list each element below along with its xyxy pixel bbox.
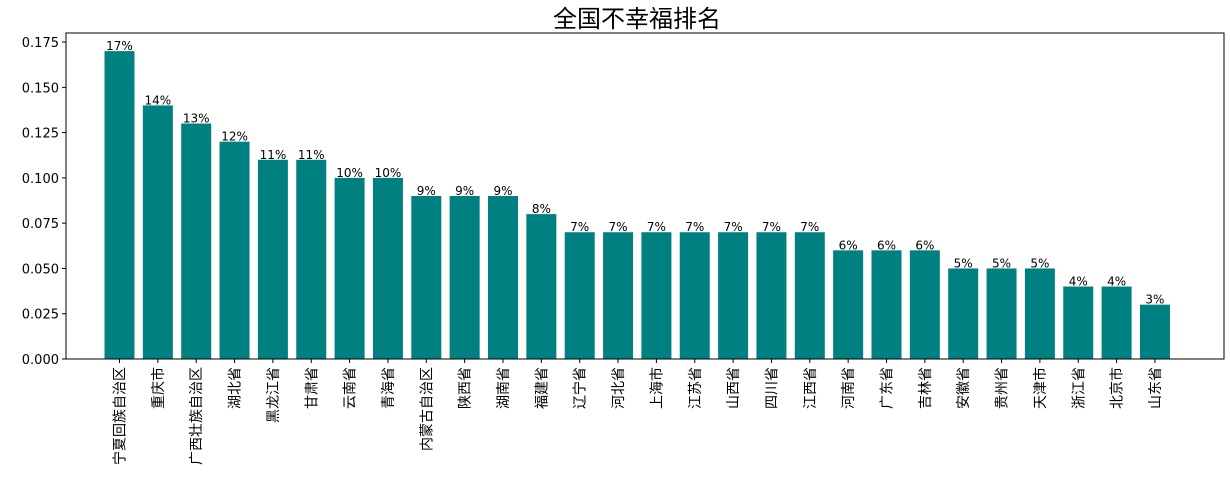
bar-value-label: 4% [1069,275,1088,289]
x-category-label: 内蒙古自治区 [419,367,435,451]
bar-value-label: 6% [915,238,934,252]
y-axis: 0.000 0.025 0.050 0.075 0.100 0.125 0.150 0.175 [22,36,66,368]
bar [679,232,710,359]
bar [1101,286,1132,359]
bar [372,177,403,359]
bar-value-label: 14% [145,93,172,107]
bar [334,177,365,359]
x-category-label: 江苏省 [688,367,704,409]
x-category-label: 安徽省 [956,367,972,409]
x-category-label: 浙江省 [1071,367,1087,409]
x-category-label: 四川省 [764,367,780,409]
bar-value-label: 11% [260,148,287,162]
bar [603,232,634,359]
data-labels-group: 17% 14% 13% 12% 11% 11% 10% 10% 9% 9% 9% 8% 7% 7% 7% 7%… [106,39,1164,307]
bar-value-label: 12% [221,130,248,144]
bar [219,141,250,359]
bar-value-label: 7% [762,220,781,234]
chart-title: 全国不幸福排名 [553,5,721,33]
y-tick-label: 0.175 [22,36,59,51]
y-tick-label: 0.150 [22,81,59,96]
x-category-label: 吉林省 [918,367,934,409]
y-tick-label: 0.125 [22,127,59,142]
bar-value-label: 9% [417,184,436,198]
bar-value-label: 7% [647,220,666,234]
bar-value-label: 7% [609,220,628,234]
x-category-label: 黑龙江省 [266,367,282,423]
bar [142,105,173,359]
bar-value-label: 9% [455,184,474,198]
x-category-label: 甘肃省 [304,367,320,409]
x-category-label: 重庆市 [150,367,167,409]
bar-value-label: 7% [685,220,704,234]
bar-value-label: 17% [106,39,133,53]
x-category-label: 宁夏回族自治区 [112,367,129,465]
bar [449,196,480,359]
bar [488,196,518,359]
x-category-label: 云南省 [343,367,359,409]
bar-value-label: 8% [532,202,551,216]
bar [948,268,979,359]
y-tick-label: 0.050 [22,262,59,277]
bar-value-label: 11% [298,148,325,162]
bar [718,232,749,359]
x-category-label: 湖南省 [496,367,512,409]
x-category-label: 辽宁省 [572,367,589,409]
x-category-label: 天津市 [1032,367,1049,409]
x-category-label: 北京市 [1109,367,1126,409]
bar [104,51,135,359]
bar [181,123,212,359]
x-category-label: 上海市 [648,367,665,409]
bars-group [104,51,1170,359]
x-category-label: 广西壮族自治区 [189,367,205,465]
bar-value-label: 10% [336,166,363,180]
bar [909,250,940,359]
bar [257,159,288,359]
bar-value-label: 6% [839,238,858,252]
bar [986,268,1017,359]
bar-value-label: 3% [1145,293,1164,307]
bar-value-label: 5% [954,256,973,270]
bar [871,250,902,359]
plot-frame [65,32,1225,360]
x-category-label: 贵州省 [995,367,1011,409]
bar [1139,304,1170,359]
bar-value-label: 5% [992,256,1011,270]
y-tick-label: 0.025 [22,308,59,323]
y-tick-label: 0.075 [22,217,59,232]
y-tick-label: 0.000 [22,353,59,368]
bar [641,232,672,359]
bar [756,232,787,359]
x-axis: 宁夏回族自治区 重庆市 广西壮族自治区 湖北省 黑龙江省 甘肃省 云南省 青海省 内蒙古自治区 陕… [112,359,1164,465]
bar-value-label: 13% [183,112,210,126]
x-category-label: 福建省 [534,367,550,409]
bar-value-label: 7% [800,220,819,234]
x-category-label: 湖北省 [228,367,244,409]
y-tick-label: 0.100 [22,172,59,187]
x-category-label: 河南省 [841,367,857,409]
bar-value-label: 7% [570,220,589,234]
x-category-label: 山东省 [1148,367,1164,409]
bar [1024,268,1055,359]
bar [794,232,825,359]
bar [564,232,595,359]
bar-value-label: 4% [1107,275,1126,289]
bar [296,159,327,359]
bar-value-label: 7% [724,220,743,234]
x-category-label: 广东省 [880,367,896,409]
bar [833,250,864,359]
x-category-label: 河北省 [611,367,627,409]
bar [1063,286,1094,359]
bar-value-label: 9% [493,184,512,198]
x-category-label: 山西省 [726,367,742,409]
bar-value-label: 6% [877,238,896,252]
x-category-label: 陕西省 [458,367,474,409]
bar-value-label: 5% [1030,256,1049,270]
x-category-label: 青海省 [381,367,397,409]
bar [526,214,557,359]
bar-value-label: 10% [375,166,402,180]
bar [411,196,442,359]
x-category-label: 江西省 [803,367,819,409]
